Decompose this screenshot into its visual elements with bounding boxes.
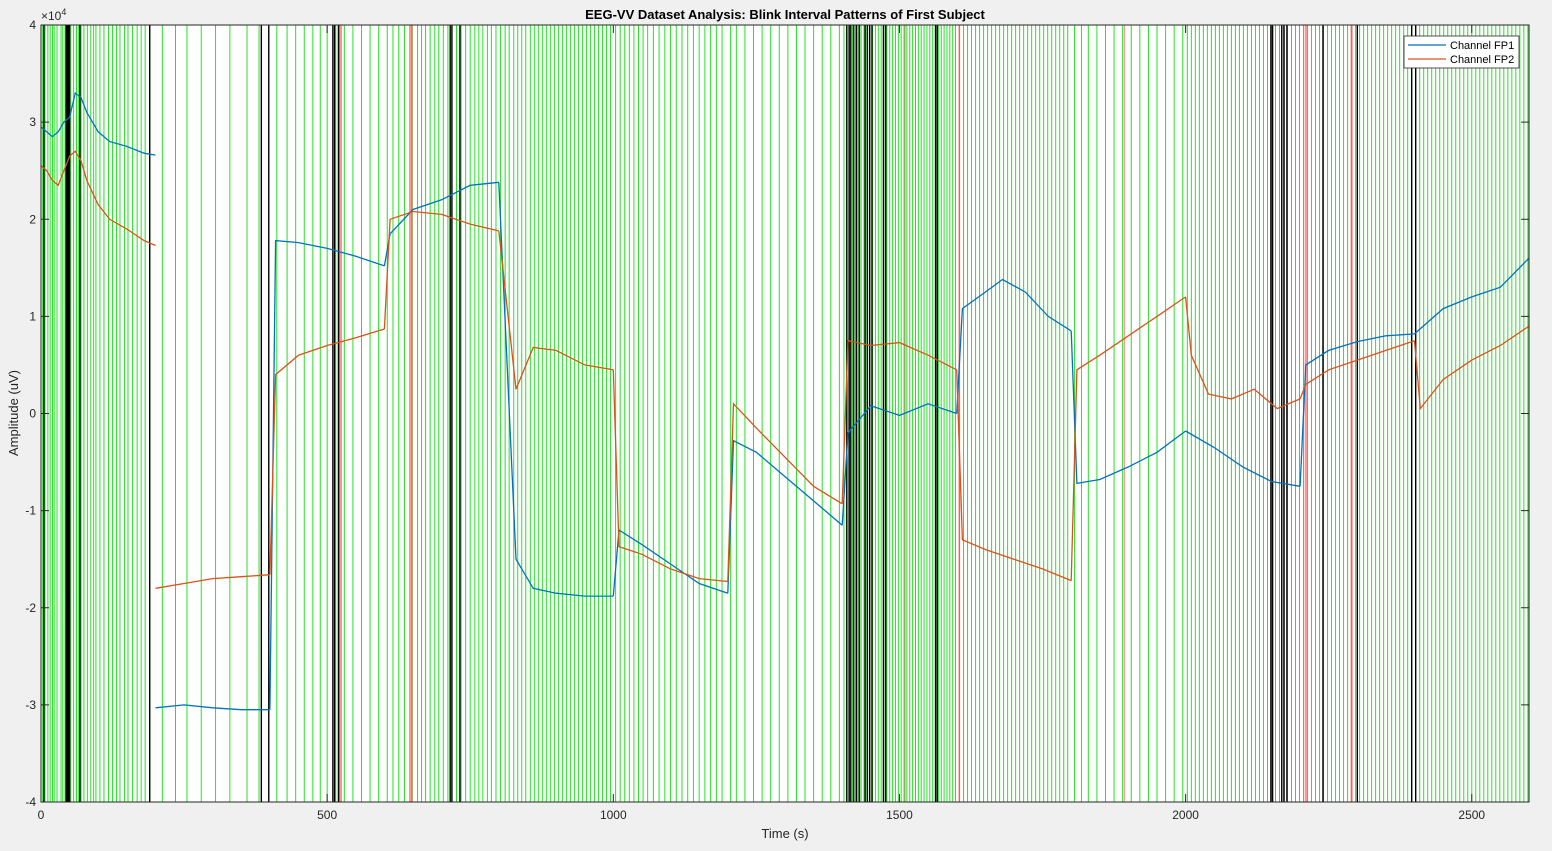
legend-box	[1403, 35, 1520, 69]
y-tick-label: -1	[25, 504, 36, 518]
series-line-fp1	[1185, 430, 1301, 487]
x-tick-label: 2500	[1458, 808, 1485, 822]
series-line-fp1	[841, 403, 957, 526]
series-line-fp2	[1070, 296, 1186, 581]
series-line-fp2	[841, 339, 957, 504]
series-line-fp2	[383, 210, 499, 330]
legend-label-fp1: Channel FP1	[1450, 40, 1514, 52]
gap-marker	[408, 25, 413, 802]
x-tick-label: 1000	[600, 808, 627, 822]
y-tick-label: 3	[29, 115, 36, 129]
series-line-fp2	[155, 574, 270, 589]
y-tick-label: 4	[29, 18, 36, 32]
series-line-fp2	[1299, 340, 1415, 400]
series-line-fp2	[1184, 296, 1301, 410]
series-line-fp1	[40, 91, 156, 156]
x-axis-title: Time (s)	[761, 826, 808, 841]
series-line-fp1	[727, 439, 843, 594]
gap-marker	[337, 25, 343, 802]
series-line-fp2	[40, 150, 156, 247]
y-axis-title: Amplitude (uV)	[6, 370, 21, 456]
y-tick-label: 2	[29, 212, 36, 226]
series-line-fp1	[155, 704, 270, 711]
series-line-fp1	[1070, 330, 1186, 485]
y-exponent-label: ×104	[41, 7, 66, 23]
gap-marker	[1123, 25, 1125, 802]
series-line-fp1	[612, 528, 729, 597]
series-line-fp2	[498, 230, 614, 390]
legend-label-fp2: Channel FP2	[1450, 54, 1514, 66]
axis-ticks: 0 500 1000 1500 2000 2500 -4 -3 -2 -1 0 1 2 3 4	[25, 18, 1529, 822]
series-line-fp2	[269, 328, 385, 575]
y-tick-label: -2	[25, 601, 36, 615]
data-lines	[40, 91, 1530, 711]
series-line-fp1	[498, 182, 614, 597]
series-line-fp1	[1414, 257, 1530, 335]
y-tick-label: 1	[29, 309, 36, 323]
series-line-fp2	[1413, 325, 1530, 411]
legend: Channel FP1 Channel FP2	[1403, 35, 1520, 69]
series-line-fp2	[956, 369, 1072, 582]
y-tick-label: -4	[25, 795, 36, 809]
series-line-fp1	[269, 239, 385, 710]
blink-interval-markers	[42, 25, 1529, 802]
chart-title: EEG-VV Dataset Analysis: Blink Interval …	[585, 7, 985, 22]
x-tick-label: 500	[317, 808, 337, 822]
y-tick-label: 0	[29, 407, 36, 421]
series-line-fp2	[612, 369, 728, 583]
x-tick-label: 2000	[1172, 808, 1199, 822]
y-tick-label: -3	[25, 698, 36, 712]
gap-marker	[1304, 25, 1307, 802]
plot-area	[41, 25, 1529, 802]
x-tick-label: 1500	[886, 808, 913, 822]
series-line-fp1	[956, 278, 1072, 414]
series-line-fp2	[727, 402, 843, 582]
x-tick-label: 0	[38, 808, 45, 822]
